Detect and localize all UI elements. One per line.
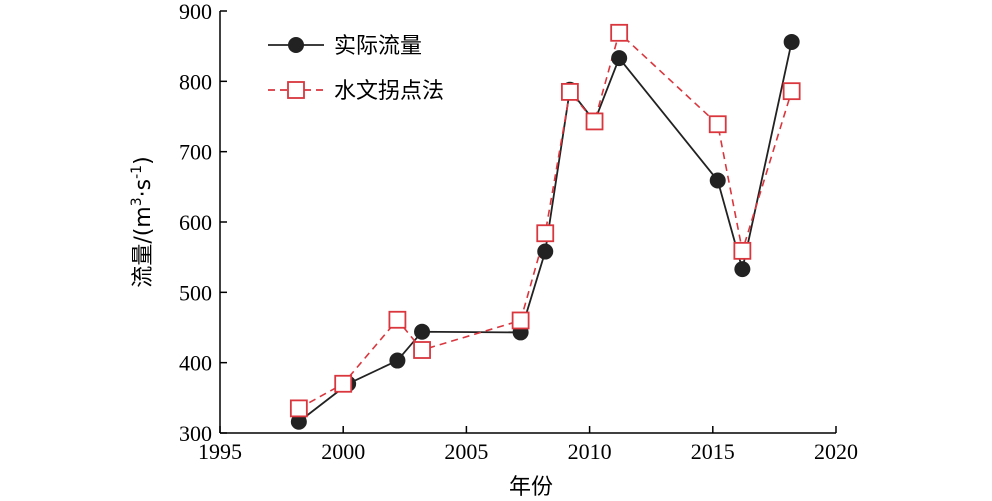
legend-label-1: 实际流量 <box>334 34 422 59</box>
data-point-square <box>733 241 752 260</box>
axes: 1995 2000 2005 2010 2015 2020 300 400 500 600 700 8… <box>179 0 858 464</box>
y-tick-label: 900 <box>179 0 212 24</box>
x-tick-label: 2000 <box>321 439 365 464</box>
data-point-square <box>334 374 353 393</box>
legend-label-2: 水文拐点法 <box>334 79 444 104</box>
data-point-circle <box>709 172 726 189</box>
legend-marker-circle <box>288 37 304 53</box>
y-tick-label: 400 <box>179 351 212 376</box>
y-tick-label: 300 <box>179 421 212 446</box>
y-axis-label-main: 流量/(m <box>131 206 156 287</box>
x-tick-label: 2015 <box>691 439 735 464</box>
data-point-circle <box>783 33 800 50</box>
data-point-square <box>610 23 629 42</box>
data-point-square <box>413 341 431 359</box>
data-point-circle <box>389 352 406 369</box>
data-point-circle <box>414 323 431 340</box>
data-point-square <box>289 399 308 418</box>
data-point-square <box>511 311 530 330</box>
legend-marker-square <box>287 81 305 99</box>
series-line-2 <box>298 31 793 410</box>
data-point-circle <box>734 261 751 278</box>
data-point-square <box>560 82 579 101</box>
x-tick-label: 2020 <box>814 439 858 464</box>
data-point-circle <box>537 243 554 260</box>
y-tick-label: 500 <box>179 280 212 305</box>
y-tick-label: 800 <box>179 69 212 94</box>
data-point-square <box>536 224 555 243</box>
data-point-circle <box>290 413 307 430</box>
y-tick-label: 700 <box>179 140 212 165</box>
y-tick-label: 600 <box>179 210 212 235</box>
series-line-1 <box>298 41 793 423</box>
y-axis-label-mid: ·s <box>131 179 156 197</box>
y-axis-label-sup1: 3 <box>129 197 145 206</box>
data-point-square <box>388 310 407 329</box>
data-point-circle <box>611 50 628 67</box>
series-lines <box>298 31 793 423</box>
x-tick-label: 2010 <box>568 439 612 464</box>
data-point-square <box>782 82 801 101</box>
y-axis-label: 流量/(m3·s-1) <box>129 156 156 287</box>
y-axis-label-sup2: -1 <box>129 165 145 179</box>
series-markers <box>289 23 801 430</box>
data-point-square <box>585 112 604 131</box>
x-tick-label: 2005 <box>444 439 488 464</box>
x-tick-label: 1995 <box>198 439 242 464</box>
y-axis-label-end: ) <box>131 156 156 165</box>
x-axis-label: 年份 <box>509 475 553 500</box>
data-point-square <box>708 115 727 134</box>
